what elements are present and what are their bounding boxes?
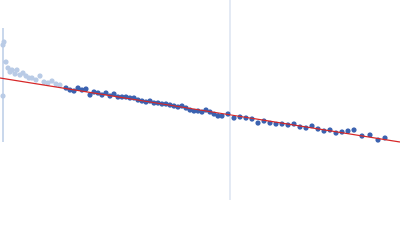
data-point — [231, 115, 237, 121]
data-point — [83, 86, 89, 92]
data-point — [1, 39, 7, 45]
data-point — [75, 85, 81, 91]
data-point — [45, 80, 51, 86]
data-point — [345, 128, 351, 134]
data-point — [215, 113, 221, 119]
data-point — [12, 71, 18, 77]
data-point — [87, 92, 93, 98]
data-point — [285, 122, 291, 128]
data-point — [9, 67, 15, 73]
data-point — [0, 93, 6, 99]
data-point — [33, 77, 39, 83]
data-point — [37, 73, 43, 79]
data-point — [351, 127, 357, 133]
chart — [0, 0, 400, 200]
data-point — [53, 81, 59, 87]
data-point — [367, 132, 373, 138]
data-point — [14, 67, 20, 73]
data-point — [29, 75, 35, 81]
data-point — [5, 65, 11, 71]
data-point — [49, 78, 55, 84]
data-point — [3, 59, 9, 65]
fit-line — [0, 77, 400, 143]
data-point — [57, 82, 63, 88]
data-point — [255, 120, 261, 126]
data-point — [111, 91, 117, 97]
data-point — [219, 113, 225, 119]
data-point — [41, 79, 47, 85]
